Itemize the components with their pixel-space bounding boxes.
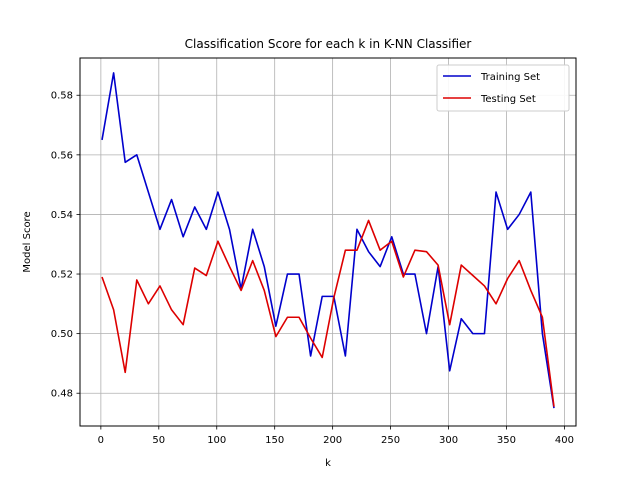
- x-tick-label: 150: [265, 435, 284, 446]
- x-tick-label: 300: [439, 435, 458, 446]
- y-tick-label: 0.56: [51, 150, 73, 161]
- y-tick-label: 0.52: [51, 270, 73, 281]
- y-tick-label: 0.50: [51, 329, 73, 340]
- x-tick-label: 400: [555, 435, 574, 446]
- testing-set-line: [101, 219, 555, 407]
- x-tick-label: 100: [207, 435, 226, 446]
- x-tick-label: 50: [152, 435, 165, 446]
- legend: Training Set Testing Set: [436, 64, 570, 112]
- y-axis-label: Model Score: [22, 211, 33, 272]
- x-tick-label: 350: [497, 435, 516, 446]
- legend-label-training-set: Training Set: [480, 72, 540, 83]
- series-lines: [101, 72, 555, 409]
- x-tick-label: 200: [323, 435, 342, 446]
- training-set-line: [101, 72, 555, 409]
- legend-label-testing-set: Testing Set: [480, 94, 536, 105]
- x-tick-label: 250: [381, 435, 400, 446]
- x-axis-label: k: [325, 458, 331, 469]
- x-tick-label: 0: [98, 435, 104, 446]
- y-tick-label: 0.58: [51, 91, 73, 102]
- axis-ticks: 0 50 100 150 200 250 300 350 400 0.48 0.50 0.52 0.54…: [51, 91, 574, 446]
- y-tick-label: 0.48: [51, 389, 73, 400]
- plot-frame: [79, 57, 577, 427]
- chart-title: Classification Score for each k in K-NN …: [185, 37, 472, 51]
- grid-lines: [80, 58, 576, 426]
- y-tick-label: 0.54: [51, 210, 73, 221]
